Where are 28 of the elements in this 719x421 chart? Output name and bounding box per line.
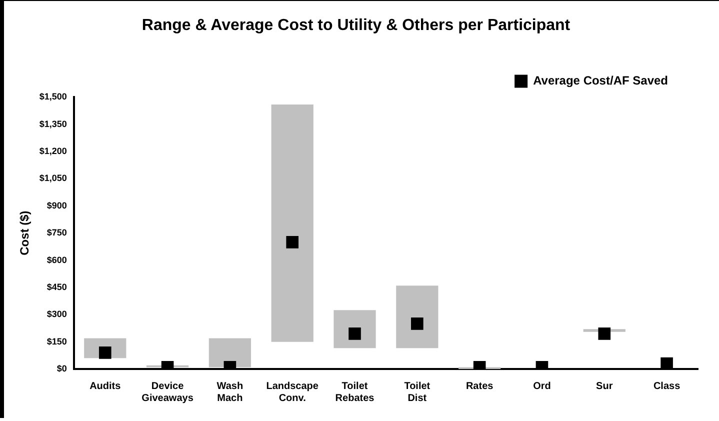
y-tick-label: $150 — [46, 336, 67, 346]
x-tick-label: Sur — [596, 380, 613, 392]
x-tick-label: Ord — [533, 380, 551, 392]
bar — [208, 338, 252, 368]
x-tick-label: Rates — [466, 380, 494, 392]
y-tick-label: $1,350 — [39, 118, 67, 129]
x-tick-label: Audits — [90, 380, 122, 392]
y-tick-label: $300 — [46, 309, 67, 320]
y-tick-label: $600 — [46, 254, 67, 265]
y-axis-title: Cost ($) — [18, 210, 32, 256]
y-tick-label: $450 — [46, 282, 67, 292]
bar — [271, 104, 314, 342]
y-tick-label: $1,200 — [39, 146, 67, 156]
x-tick-label: Wash Mach — [216, 380, 244, 404]
x-tick-label: Landscape Conv. — [266, 380, 319, 404]
bar — [396, 286, 438, 348]
x-tick-label: Class — [653, 380, 681, 392]
y-tick-label: $0 — [56, 363, 67, 374]
y-tick-label: $1,050 — [39, 173, 67, 184]
x-tick-label: Toilet Dist — [404, 380, 431, 404]
y-tick-label: $1,500 — [39, 92, 67, 102]
legend-label: Average Cost/AF Saved — [533, 74, 668, 88]
x-tick-label: Toilet Rebates — [335, 380, 375, 404]
chart-title: Range & Average Cost to Utility & Others per Participant — [142, 17, 571, 34]
y-tick-label: $750 — [46, 228, 67, 238]
y-tick-label: $900 — [46, 200, 67, 210]
x-tick-label: Device Giveaways — [142, 380, 194, 404]
bar — [334, 310, 376, 348]
